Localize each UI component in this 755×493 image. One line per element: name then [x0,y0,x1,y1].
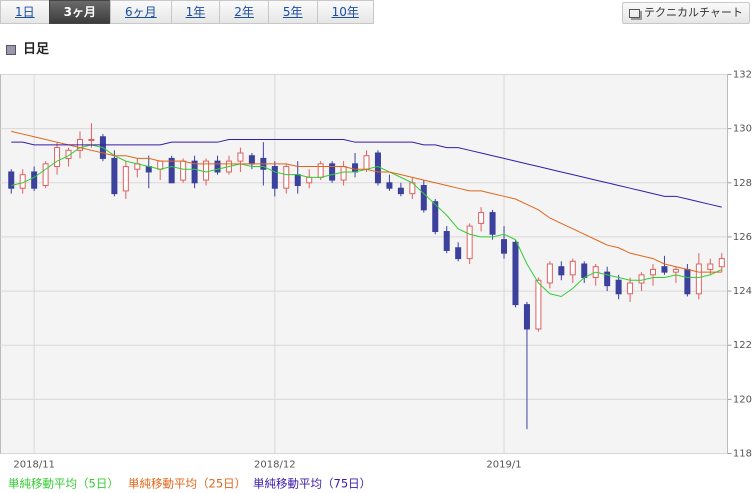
candle-body [203,160,210,181]
candle-body [501,239,508,254]
period-tab[interactable]: 3ヶ月 [48,0,111,24]
y-tick-label: 132 [733,70,752,81]
candle-body [443,231,450,251]
period-tab[interactable]: 10年 [316,0,374,24]
candle-body [546,263,553,284]
y-tick-label: 124 [733,286,752,297]
x-tick-label: 2018/11 [13,460,55,471]
candle-body [317,163,324,178]
candle-body [523,304,530,330]
icon [629,8,640,18]
x-tick-label: 2019/1 [486,460,521,471]
candle-body [31,171,38,189]
candle-body [386,182,393,189]
section-title: 日足 [23,42,50,57]
candle-body [489,212,496,235]
candle-body [695,263,702,295]
candle-body [535,279,542,330]
candle-body [569,260,576,276]
candle-body [168,157,175,184]
candle-body [340,166,347,181]
candle-body [363,155,370,170]
candle-body [420,184,427,211]
candle-body [672,268,679,273]
candle-body [214,160,221,173]
candle-body [627,282,634,295]
candle-body [455,247,462,260]
candle-body [615,279,622,295]
candle-body [581,263,588,279]
candle-body [111,157,118,195]
technical-chart-button[interactable]: テクニカルチャート [622,2,750,24]
candle-body [157,160,164,170]
period-tab[interactable]: 6ヶ月 [110,0,172,24]
candle-body [558,266,565,276]
period-tab[interactable]: 2年 [219,0,269,24]
candle-body [478,212,485,224]
candle-body [661,266,668,273]
candle-body [191,160,198,184]
y-tick-label: 128 [733,178,752,189]
icon [6,44,16,55]
candle-body [283,166,290,189]
legend-entry: 単純移動平均（25日） [128,477,246,491]
legend-entry: 単純移動平均（5日） [8,477,119,491]
candle-body [294,174,301,186]
candle-body [237,152,244,162]
candle-body [432,201,439,233]
candle-body [306,176,313,184]
period-tab[interactable]: 1日 [0,0,50,24]
button-label[interactable]: テクニカルチャート [644,6,743,19]
candle-body [604,271,611,287]
candle-body [718,258,725,268]
candle-body [248,155,255,165]
y-tick-label: 126 [733,232,752,243]
candle-body [466,225,473,260]
candle-body [352,163,359,173]
y-tick-label: 120 [733,394,752,405]
candle-body [512,241,519,306]
moving-average-line [11,130,722,273]
candle-body [122,166,129,192]
candle-body [650,268,657,276]
section-header: 日足 [6,38,49,57]
period-tabs: 1日 3ヶ月 6ヶ月 1年 2年 5年 10年 [0,0,374,24]
moving-average-line [11,138,722,208]
y-tick-label: 130 [733,124,752,135]
candle-body [707,263,714,270]
x-tick-label: 2018/12 [254,460,296,471]
candle-body [638,274,645,284]
candle-body [88,138,95,141]
candle-body [180,160,187,181]
candle-body [54,147,61,168]
candle-body [684,268,691,295]
plot-area [0,74,728,454]
candle-body [42,163,49,186]
y-tick-label: 118 [733,449,752,460]
candle-body [271,166,278,189]
candle-body [397,187,404,195]
y-tick-label: 122 [733,340,752,351]
candle-body [329,163,336,181]
candle-body [8,171,15,189]
legend-entry: 単純移動平均（75日） [253,477,371,491]
